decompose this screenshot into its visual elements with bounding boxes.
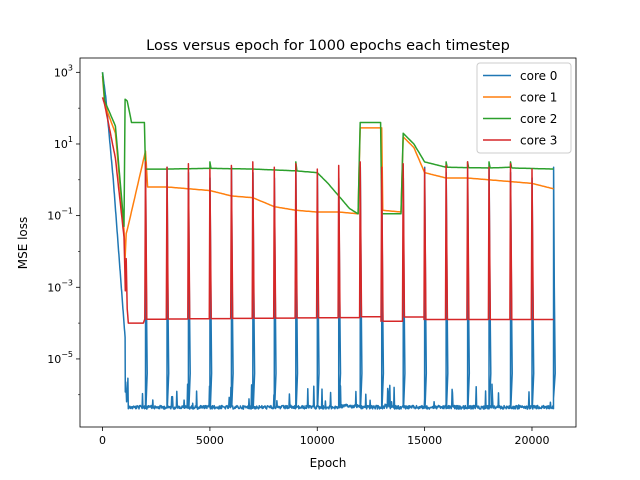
chart-title: Loss versus epoch for 1000 epochs each t… <box>146 38 510 54</box>
y-tick-label: 10−3 <box>47 278 73 294</box>
y-tick-label: 101 <box>54 135 73 151</box>
y-tick-label: 10−5 <box>47 350 73 366</box>
x-axis-label: Epoch <box>310 456 347 470</box>
legend-label-core-3: core 3 <box>520 134 557 148</box>
series-line-core-0 <box>101 72 556 410</box>
x-tick-label: 10000 <box>300 434 335 447</box>
series-line-core-2 <box>101 72 554 228</box>
legend-label-core-2: core 2 <box>520 112 557 126</box>
x-tick-label: 20000 <box>514 434 549 447</box>
x-tick-label: 5000 <box>196 434 224 447</box>
legend-label-core-1: core 1 <box>520 91 557 105</box>
series-line-core-3 <box>101 97 554 324</box>
legend-box <box>476 62 572 154</box>
x-axis: 0 5000 10000 15000 20000 <box>99 427 549 447</box>
series-group <box>101 72 556 410</box>
y-axis-label: MSE loss <box>16 217 30 270</box>
y-axis: 103 101 10−1 10−3 10−5 <box>47 63 80 396</box>
y-tick-label: 10−1 <box>47 207 73 223</box>
legend: core 0 core 1 core 2 core 3 <box>476 62 572 154</box>
legend-label-core-0: core 0 <box>520 69 557 83</box>
y-tick-label: 103 <box>54 63 73 79</box>
series-line-core-1 <box>101 75 554 260</box>
x-tick-label: 15000 <box>407 434 442 447</box>
plot-frame <box>79 57 577 428</box>
x-tick-label: 0 <box>99 434 106 447</box>
